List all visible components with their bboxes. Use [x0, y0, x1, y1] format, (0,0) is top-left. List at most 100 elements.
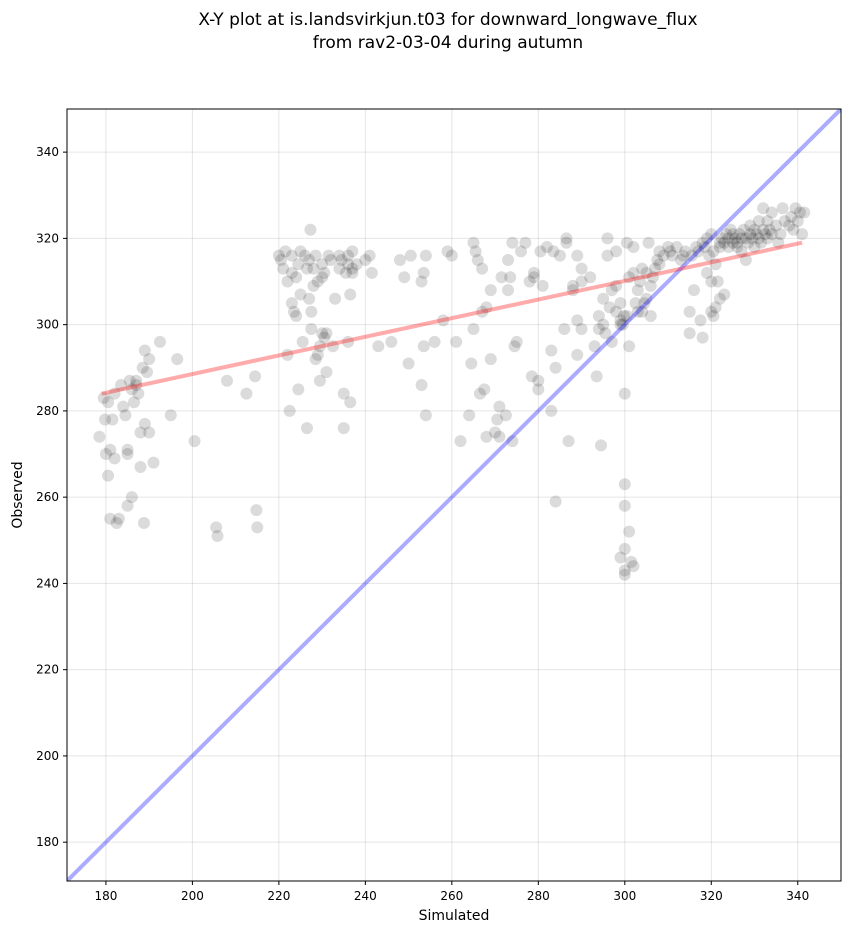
- data-point-262: [705, 305, 718, 318]
- data-point-25: [132, 387, 145, 400]
- data-point-202: [614, 314, 627, 327]
- data-point-88: [322, 249, 335, 262]
- y-tick-label-8: 340: [36, 145, 59, 159]
- data-point-128: [463, 409, 476, 422]
- data-point-69: [303, 292, 316, 305]
- data-point-191: [597, 318, 610, 331]
- data-point-266: [709, 301, 722, 314]
- data-point-215: [623, 525, 636, 538]
- data-point-67: [300, 422, 313, 435]
- data-point-150: [504, 271, 517, 284]
- data-point-33: [143, 353, 156, 366]
- data-point-166: [545, 344, 558, 357]
- data-point-285: [735, 245, 748, 258]
- data-point-250: [687, 284, 700, 297]
- data-point-70: [304, 223, 317, 236]
- data-point-56: [285, 266, 298, 279]
- x-tick-label-1: 200: [181, 889, 204, 903]
- data-point-34: [143, 426, 156, 439]
- data-point-77: [311, 275, 324, 288]
- data-point-288: [739, 253, 752, 266]
- data-point-7: [104, 512, 117, 525]
- data-point-205: [616, 318, 629, 331]
- data-point-176: [566, 284, 579, 297]
- data-point-312: [783, 219, 796, 232]
- data-point-255: [696, 236, 709, 249]
- data-point-149: [502, 284, 515, 297]
- data-point-73: [307, 262, 320, 275]
- x-tick-label-5: 280: [527, 889, 550, 903]
- data-point-226: [636, 305, 649, 318]
- data-point-223: [631, 305, 644, 318]
- data-point-306: [765, 228, 778, 241]
- data-point-38: [171, 353, 184, 366]
- data-point-316: [791, 215, 804, 228]
- data-point-314: [787, 223, 800, 236]
- x-tick-label-2: 220: [267, 889, 290, 903]
- data-point-175: [562, 435, 575, 448]
- data-point-182: [575, 275, 588, 288]
- data-point-214: [620, 310, 633, 323]
- data-point-148: [502, 253, 515, 266]
- data-point-186: [590, 370, 603, 383]
- data-point-24: [130, 379, 143, 392]
- data-point-134: [473, 387, 486, 400]
- data-point-295: [750, 228, 763, 241]
- data-point-102: [344, 396, 357, 409]
- data-point-63: [294, 288, 307, 301]
- data-point-304: [763, 223, 776, 236]
- data-point-23: [130, 374, 143, 387]
- data-point-203: [614, 318, 627, 331]
- data-point-152: [506, 435, 519, 448]
- data-point-0: [93, 430, 106, 443]
- data-point-171: [553, 249, 566, 262]
- data-point-300: [757, 202, 770, 215]
- data-point-37: [164, 409, 177, 422]
- y-tick-label-6: 300: [36, 318, 59, 332]
- data-point-14: [117, 400, 130, 413]
- data-point-140: [484, 284, 497, 297]
- data-point-197: [605, 335, 618, 348]
- data-point-109: [365, 266, 378, 279]
- data-point-167: [545, 404, 558, 417]
- data-point-129: [465, 357, 478, 370]
- data-point-155: [515, 245, 528, 258]
- data-point-235: [649, 262, 662, 275]
- data-point-132: [469, 245, 482, 258]
- data-point-222: [629, 297, 642, 310]
- data-point-107: [359, 253, 372, 266]
- data-point-180: [571, 314, 584, 327]
- y-tick-label-7: 320: [36, 231, 59, 245]
- data-point-276: [722, 232, 735, 245]
- data-point-163: [534, 245, 547, 258]
- data-point-9: [108, 387, 121, 400]
- data-point-280: [729, 232, 742, 245]
- data-point-212: [618, 387, 631, 400]
- data-point-247: [683, 305, 696, 318]
- data-point-26: [134, 426, 147, 439]
- data-point-236: [651, 253, 664, 266]
- data-point-62: [294, 245, 307, 258]
- data-point-83: [316, 327, 329, 340]
- data-point-200: [610, 305, 623, 318]
- data-point-319: [798, 206, 811, 219]
- data-point-57: [288, 305, 301, 318]
- data-point-307: [770, 219, 783, 232]
- data-point-138: [480, 301, 493, 314]
- data-point-287: [739, 232, 752, 245]
- data-point-183: [575, 322, 588, 335]
- data-point-125: [445, 249, 458, 262]
- data-point-251: [690, 241, 703, 254]
- data-point-185: [588, 340, 601, 353]
- data-point-44: [249, 370, 262, 383]
- data-point-239: [657, 249, 670, 262]
- data-point-59: [290, 310, 303, 323]
- data-point-303: [761, 215, 774, 228]
- data-point-121: [419, 249, 432, 262]
- data-point-221: [627, 241, 640, 254]
- grid: [67, 109, 841, 881]
- data-point-131: [467, 236, 480, 249]
- data-point-232: [644, 279, 657, 292]
- data-point-174: [560, 232, 573, 245]
- data-point-261: [705, 275, 718, 288]
